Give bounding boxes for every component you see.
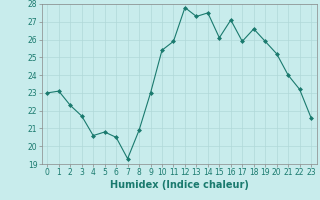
X-axis label: Humidex (Indice chaleur): Humidex (Indice chaleur) — [110, 180, 249, 190]
